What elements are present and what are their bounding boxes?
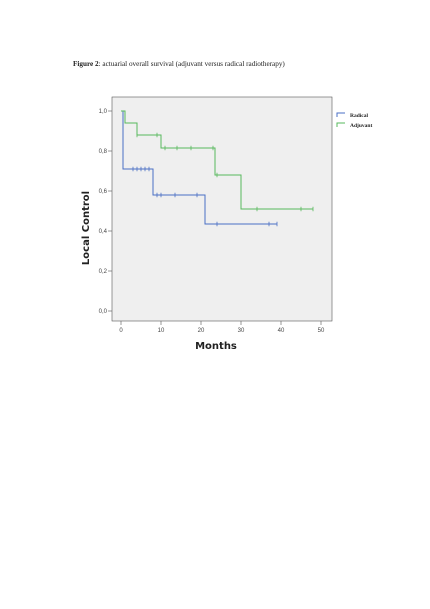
figure-caption-text: : actuarial overall survival (adjuvant v…	[98, 60, 285, 68]
x-tick-label: 20	[198, 328, 205, 334]
y-tick-label: 1,0	[99, 109, 108, 115]
y-tick-label: 0,6	[99, 189, 108, 195]
y-tick-label: 0,2	[99, 269, 108, 275]
x-tick-label: 50	[318, 328, 325, 334]
y-tick-label: 0,0	[99, 309, 108, 315]
adjuvant-survival-curve	[121, 110, 313, 210]
legend: Radical Adjuvant	[336, 112, 372, 129]
y-axis-label: Local Control	[81, 191, 92, 265]
y-tick-label: 0,4	[99, 229, 108, 235]
x-tick-label: 0	[119, 328, 123, 334]
y-tick-label: 0,8	[99, 149, 108, 155]
x-tick-label: 40	[278, 328, 285, 334]
radical-legend-swatch	[336, 112, 345, 117]
x-tick-label: 10	[158, 328, 165, 334]
series-layer	[121, 110, 314, 227]
figure-caption: Figure 2: actuarial overall survival (ad…	[73, 60, 285, 68]
y-axis: 0,0 0,2 0,4 0,6 0,8 1,0	[99, 109, 112, 315]
adjuvant-legend-swatch	[336, 122, 345, 127]
x-axis-label: Months	[195, 341, 237, 352]
radical-legend-label: Radical	[350, 113, 369, 119]
adjuvant-legend-label: Adjuvant	[350, 123, 372, 129]
x-tick-label: 30	[238, 328, 245, 334]
x-axis: 0 10 20 30 40 50	[119, 321, 325, 334]
radical-survival-curve	[121, 110, 277, 225]
figure-label: Figure 2	[73, 60, 99, 68]
